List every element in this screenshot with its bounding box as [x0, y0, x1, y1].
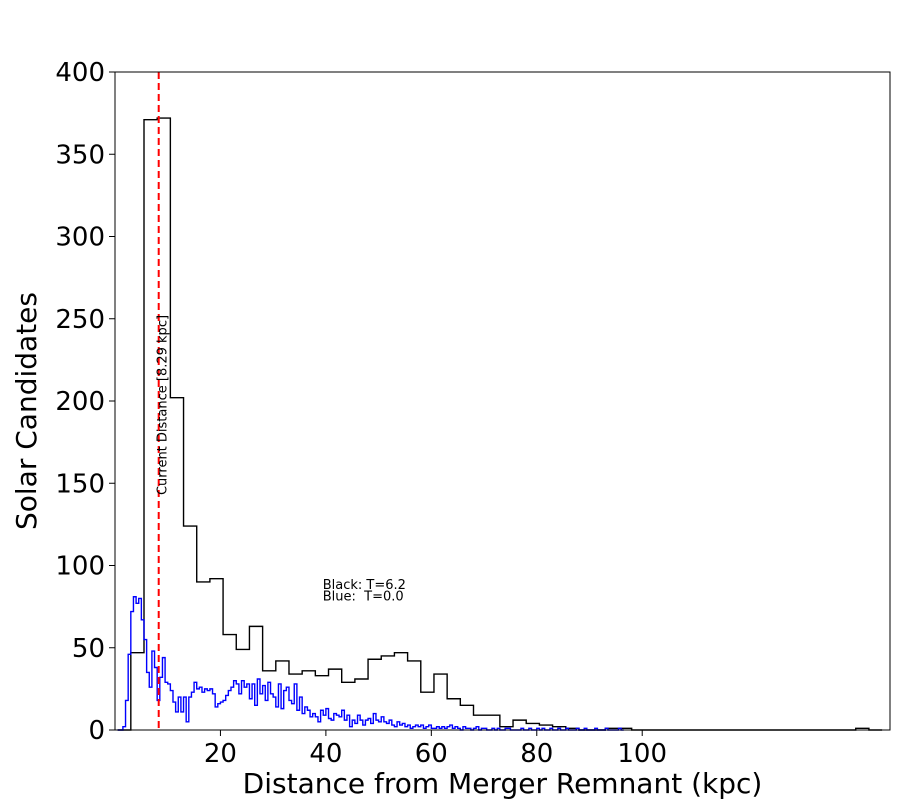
y-tick-label: 100 — [55, 552, 105, 582]
plot-area — [117, 72, 883, 731]
x-axis-label: Distance from Merger Remnant (kpc) — [243, 767, 763, 800]
y-tick-label: 150 — [55, 469, 105, 499]
x-tick-label: 100 — [617, 739, 667, 769]
y-tick-label: 0 — [88, 716, 105, 746]
y-tick-label: 400 — [55, 58, 105, 88]
annotation-black-series: Black: T=6.2 — [323, 578, 406, 593]
x-axis-ticks: 20 40 60 80 100 — [204, 730, 667, 769]
y-axis-ticks: 0 50 100 150 200 250 300 350 400 — [55, 58, 115, 746]
plot-frame — [114, 71, 891, 731]
x-tick-label: 60 — [415, 739, 448, 769]
histogram-series-blue — [117, 596, 624, 731]
x-tick-label: 20 — [204, 739, 237, 769]
histogram-series-black — [117, 117, 883, 731]
y-tick-label: 250 — [55, 305, 105, 335]
y-tick-label: 300 — [55, 223, 105, 253]
x-tick-label: 40 — [309, 739, 342, 769]
annotation-blue-series: Blue: T=0.0 — [323, 589, 404, 604]
y-tick-label: 50 — [72, 634, 105, 664]
y-tick-label: 350 — [55, 140, 105, 170]
y-tick-label: 200 — [55, 387, 105, 417]
current-distance-label: Current Distance [8.29 kpc] — [156, 315, 171, 495]
y-axis-label: Solar Candidates — [10, 292, 43, 530]
x-tick-label: 80 — [520, 739, 553, 769]
